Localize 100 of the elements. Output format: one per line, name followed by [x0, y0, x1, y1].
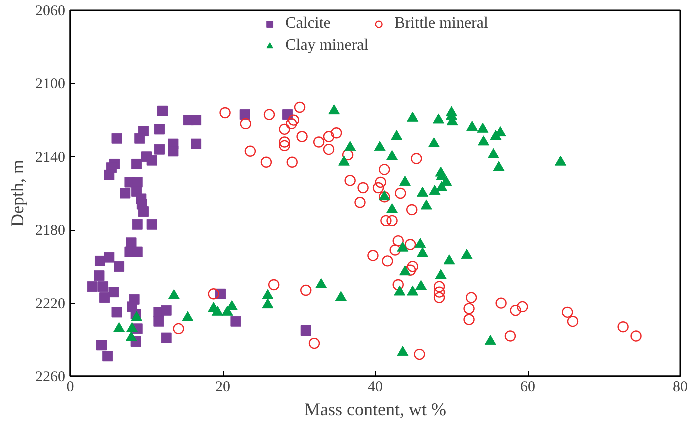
point	[392, 235, 404, 247]
y-axis-title: Depth, m	[8, 160, 28, 227]
point	[114, 261, 125, 272]
point	[300, 326, 312, 336]
point	[168, 289, 180, 300]
legend-label: Clay mineral	[286, 37, 369, 55]
point	[394, 286, 406, 296]
point	[358, 182, 369, 194]
point	[112, 307, 122, 318]
point	[138, 206, 149, 218]
point	[168, 146, 179, 157]
point	[493, 161, 505, 172]
point	[328, 104, 340, 115]
point	[161, 305, 172, 316]
point	[461, 249, 473, 260]
point	[368, 250, 379, 262]
point	[191, 115, 202, 126]
point	[517, 301, 528, 313]
point	[466, 121, 478, 132]
point	[87, 282, 98, 292]
point	[567, 316, 579, 328]
point	[268, 279, 280, 291]
point	[464, 303, 475, 314]
point	[344, 141, 356, 152]
point	[344, 175, 356, 186]
point	[374, 141, 386, 152]
point	[399, 176, 411, 186]
point	[386, 150, 398, 160]
point	[414, 348, 426, 360]
point	[244, 146, 256, 157]
point	[407, 261, 418, 272]
y-tick-label: 2060	[36, 4, 66, 20]
point	[154, 144, 165, 155]
point	[434, 281, 446, 292]
y-tick-label: 2100	[36, 76, 66, 93]
point	[262, 289, 274, 300]
point	[104, 170, 115, 180]
point	[411, 153, 422, 164]
point	[114, 322, 126, 332]
point	[132, 246, 143, 258]
point	[279, 124, 290, 136]
point	[379, 164, 390, 176]
point	[102, 351, 114, 362]
point	[208, 288, 220, 300]
point	[132, 219, 143, 230]
point	[466, 292, 478, 304]
point	[429, 185, 441, 196]
point	[240, 110, 250, 120]
point	[264, 109, 276, 120]
point	[444, 254, 456, 265]
point	[146, 155, 158, 166]
point	[323, 131, 335, 142]
point	[108, 287, 120, 298]
point	[416, 280, 427, 290]
point	[433, 114, 445, 124]
point	[420, 200, 432, 210]
point	[436, 181, 448, 192]
point	[630, 330, 642, 342]
point	[392, 279, 404, 291]
point	[407, 286, 419, 296]
point	[386, 215, 398, 227]
point	[98, 282, 109, 292]
point	[335, 291, 347, 302]
point	[126, 331, 138, 342]
point	[354, 197, 366, 208]
x-axis-title: Mass content, wt %	[304, 400, 446, 420]
point	[434, 292, 446, 304]
y-tick-label: 2180	[36, 223, 66, 240]
point	[406, 204, 418, 216]
point	[158, 106, 168, 116]
legend-label: Calcite	[286, 15, 331, 33]
point	[504, 330, 516, 342]
point	[146, 219, 158, 230]
point	[288, 114, 300, 126]
point	[397, 242, 409, 252]
x-tick-label: 20	[216, 380, 230, 396]
point	[104, 252, 115, 263]
point	[390, 244, 401, 256]
point	[395, 188, 406, 200]
point	[96, 340, 108, 351]
point	[428, 137, 440, 148]
x-tick-label: 80	[673, 380, 688, 396]
point	[161, 332, 172, 344]
point	[230, 316, 242, 327]
y-tick-label: 2140	[36, 150, 66, 166]
point	[404, 239, 416, 250]
x-tick-label: 40	[368, 380, 383, 396]
point	[286, 118, 298, 130]
point	[279, 140, 290, 152]
point	[300, 284, 312, 296]
point	[173, 323, 184, 335]
x-tick-label: 0	[66, 380, 74, 396]
point	[94, 270, 105, 282]
point	[331, 128, 342, 139]
point	[296, 131, 308, 142]
point	[134, 133, 146, 144]
point	[132, 158, 142, 170]
x-tick-label: 60	[520, 380, 536, 396]
y-tick-label: 2260	[36, 370, 66, 386]
point	[496, 298, 507, 309]
